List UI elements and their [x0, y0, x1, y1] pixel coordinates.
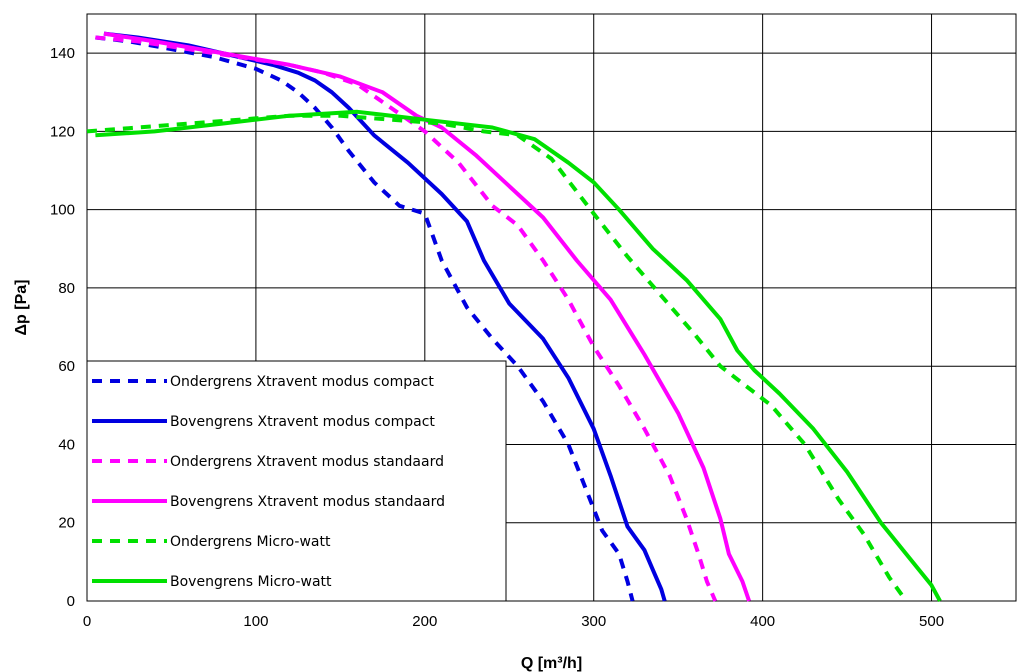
y-tick-labels: 0 20 40 60 80 100 120 140 [50, 45, 75, 610]
x-tick-label: 100 [243, 613, 268, 630]
y-tick-label: 120 [50, 123, 75, 140]
legend-label: Bovengrens Xtravent modus standaard [170, 494, 445, 510]
x-tick-label: 300 [581, 613, 606, 630]
x-axis-title: Q [m³/h] [521, 655, 582, 672]
x-tick-labels: 0 100 200 300 400 500 [83, 613, 944, 630]
legend-label: Ondergrens Micro-watt [170, 534, 331, 550]
legend-label: Bovengrens Xtravent modus compact [170, 414, 435, 430]
y-tick-label: 60 [58, 358, 75, 375]
x-tick-label: 200 [412, 613, 437, 630]
series-layer [86, 31, 942, 603]
legend: Ondergrens Xtravent modus compact Bovengr… [86, 360, 507, 602]
series-line-6 [95, 109, 942, 602]
legend-label: Ondergrens Xtravent modus compact [170, 374, 434, 390]
legend-label: Bovengrens Micro-watt [170, 574, 332, 590]
y-tick-label: 140 [50, 45, 75, 62]
x-tick-label: 400 [750, 613, 775, 630]
y-tick-label: 20 [58, 515, 75, 532]
plot-frame [86, 13, 1017, 602]
series-line-2 [103, 31, 667, 602]
y-axis-title: Δp [Pa] [13, 280, 30, 336]
legend-label: Ondergrens Xtravent modus standaard [170, 454, 444, 470]
y-tick-label: 40 [58, 436, 75, 453]
y-tick-label: 80 [58, 280, 75, 297]
x-tick-label: 500 [919, 613, 944, 630]
y-tick-label: 0 [67, 593, 75, 610]
y-tick-label: 100 [50, 202, 75, 219]
series-line-1 [95, 35, 635, 602]
series-line-4 [103, 31, 751, 602]
x-tick-label: 0 [83, 613, 91, 630]
legend-box [86, 360, 507, 602]
